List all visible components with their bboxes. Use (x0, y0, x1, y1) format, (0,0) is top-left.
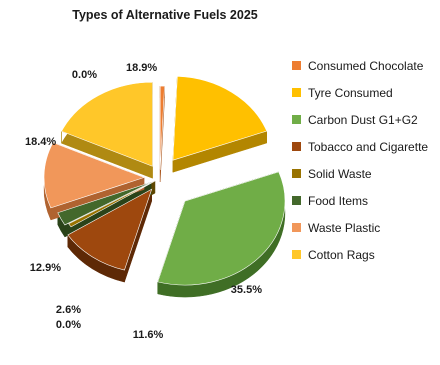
legend-swatch-consumed-chocolate (292, 61, 301, 70)
legend-label-solid-waste: Solid Waste (308, 166, 372, 181)
legend-label-tyre-consumed: Tyre Consumed (308, 85, 393, 100)
legend-swatch-tobacco-and-cigarette (292, 142, 301, 151)
legend-item-tyre-consumed: Tyre Consumed (292, 79, 428, 106)
legend-swatch-cotton-rags (292, 250, 301, 259)
legend-item-solid-waste: Solid Waste (292, 160, 428, 187)
data-label-consumed-chocolate: 0.0% (72, 69, 97, 81)
pie-chart: 0.0% 18.9% 35.5% 11.6% 0.0% 2.6% 12.9% 18.4% (25, 62, 286, 341)
pie-slice-cotton-rags (61, 81, 153, 167)
legend-label-cotton-rags: Cotton Rags (308, 247, 375, 262)
legend-label-food-items: Food Items (308, 193, 369, 208)
pie-slice-tobacco-and-cigarette (67, 188, 153, 271)
chart-title: Types of Alternative Fuels 2025 (72, 8, 258, 22)
legend-label-consumed-chocolate: Consumed Chocolate (308, 58, 424, 73)
legend-item-food-items: Food Items (292, 187, 428, 214)
data-label-food-items: 2.6% (56, 304, 81, 316)
pie-slice-carbon-dust-g1-g2 (157, 171, 286, 286)
data-label-cotton-rags: 18.4% (25, 136, 56, 148)
pie-slice-solid-waste (68, 180, 156, 228)
data-label-waste-plastic: 12.9% (30, 262, 61, 274)
legend-label-waste-plastic: Waste Plastic (308, 220, 381, 235)
legend-item-tobacco-and-cigarette: Tobacco and Cigarette (292, 133, 428, 160)
legend-swatch-solid-waste (292, 169, 301, 178)
legend-label-carbon-dust-g1-g2: Carbon Dust G1+G2 (308, 112, 418, 127)
legend: Consumed Chocolate Tyre Consumed Carbon Du… (292, 52, 428, 268)
legend-item-cotton-rags: Cotton Rags (292, 241, 428, 268)
pie-slice-consumed-chocolate (159, 85, 165, 171)
pie-slice-food-items (57, 182, 152, 226)
pie-slice-tyre-consumed (172, 75, 268, 161)
legend-item-consumed-chocolate: Consumed Chocolate (292, 52, 428, 79)
data-label-tyre-consumed: 18.9% (126, 62, 157, 74)
legend-swatch-food-items (292, 196, 301, 205)
data-label-tobacco-and-cigarette: 11.6% (133, 329, 164, 341)
legend-swatch-carbon-dust-g1-g2 (292, 115, 301, 124)
legend-item-carbon-dust-g1-g2: Carbon Dust G1+G2 (292, 106, 428, 133)
legend-label-tobacco-and-cigarette: Tobacco and Cigarette (308, 139, 429, 154)
pie-slice-waste-plastic (43, 142, 145, 209)
legend-swatch-waste-plastic (292, 223, 301, 232)
data-label-solid-waste: 0.0% (56, 319, 81, 331)
data-label-carbon-dust-g1-g2: 35.5% (231, 284, 262, 296)
legend-swatch-tyre-consumed (292, 88, 301, 97)
legend-item-waste-plastic: Waste Plastic (292, 214, 428, 241)
